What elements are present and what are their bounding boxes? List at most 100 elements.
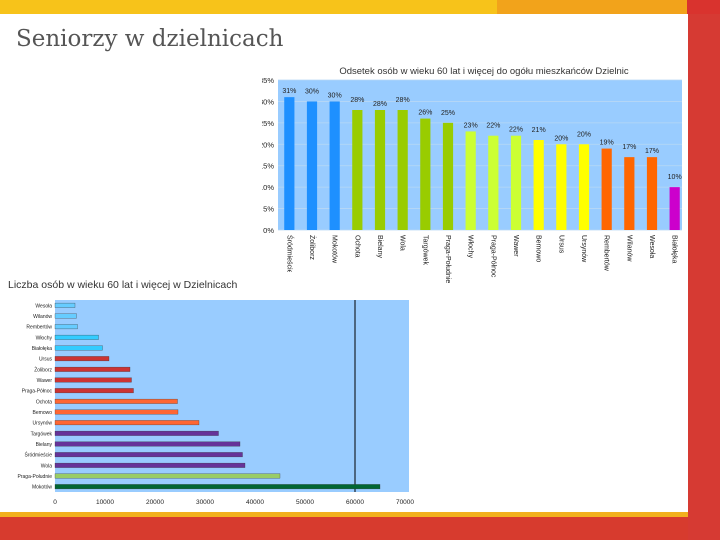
chart1-category-label: Targówek bbox=[421, 235, 428, 265]
chart1-category-label: Praga-Północ bbox=[489, 235, 496, 278]
chart2-x-tick-label: 20000 bbox=[146, 499, 164, 506]
chart2-bar bbox=[54, 409, 179, 415]
chart2-bar bbox=[54, 462, 246, 468]
chart2-category-label: Wilanów bbox=[33, 314, 52, 320]
chart2-category-label: Praga-Północ bbox=[22, 389, 53, 395]
chart1-y-tick-label: 25% bbox=[262, 119, 274, 128]
chart1-y-tick-label: 20% bbox=[262, 140, 274, 149]
chart1-plot-area bbox=[278, 80, 682, 230]
chart1-bar bbox=[488, 135, 499, 230]
slide-title: Seniorzy w dzielnicach bbox=[16, 26, 284, 52]
chart2-x-tick-label: 40000 bbox=[246, 499, 264, 506]
chart1-category-label: Białołęka bbox=[671, 235, 678, 264]
chart1-bar bbox=[465, 131, 476, 230]
chart2-x-tick-label: 60000 bbox=[346, 499, 364, 506]
chart2-category-label: Bielany bbox=[36, 442, 53, 448]
chart2-category-label: Włochy bbox=[36, 335, 53, 341]
chart2-category-label: Rembertów bbox=[26, 325, 52, 331]
chart1-bar bbox=[284, 97, 295, 230]
chart2-bar bbox=[54, 345, 103, 351]
chart1-bar bbox=[556, 144, 567, 230]
chart1-category-label: Śródmieście bbox=[285, 235, 294, 274]
bottom-accent-strip bbox=[0, 512, 688, 517]
chart1-bar bbox=[533, 140, 544, 230]
chart2-bar bbox=[54, 324, 78, 330]
chart1-data-label: 10% bbox=[668, 174, 682, 181]
bottom-accent-bar bbox=[0, 512, 688, 540]
chart2-bar bbox=[54, 302, 76, 308]
chart1-category-label: Wesoła bbox=[648, 235, 655, 258]
chart1-bar bbox=[510, 135, 522, 230]
chart1-y-tick-label: 15% bbox=[262, 162, 274, 171]
chart1-bar bbox=[646, 157, 658, 230]
chart1-category-label: Mokotów bbox=[331, 235, 338, 264]
chart1-y-tick-label: 5% bbox=[263, 205, 274, 214]
chart2-bar bbox=[54, 356, 110, 362]
chart1-bar bbox=[624, 157, 635, 230]
chart2-category-label: Białołęka bbox=[32, 346, 53, 352]
chart1-category-label: Bielany bbox=[376, 235, 383, 258]
top-accent-bar bbox=[0, 0, 720, 14]
chart2-category-label: Wesoła bbox=[35, 303, 52, 309]
chart1-data-label: 28% bbox=[396, 97, 410, 104]
chart1-bar bbox=[329, 101, 340, 230]
chart2-bar bbox=[54, 430, 219, 436]
chart2-bar bbox=[54, 334, 99, 340]
chart1-category-label: Wawer bbox=[512, 235, 519, 257]
chart1-category-label: Włochy bbox=[467, 235, 474, 258]
chart1-category-label: Rembertów bbox=[603, 235, 610, 272]
chart2-bar bbox=[54, 377, 132, 383]
right-accent-bar bbox=[688, 14, 720, 540]
chart1-bar bbox=[306, 101, 318, 230]
chart2-category-label: Ursynów bbox=[33, 421, 53, 427]
chart2-category-label: Żoliborz bbox=[34, 366, 52, 373]
chart2-category-label: Targówek bbox=[31, 431, 53, 437]
chart1-category-label: Ochota bbox=[353, 235, 360, 258]
chart2-bar bbox=[54, 388, 134, 394]
chart2-x-tick-label: 50000 bbox=[296, 499, 314, 506]
chart1-bar bbox=[352, 110, 363, 230]
top-accent-segment-orange bbox=[497, 0, 687, 14]
chart2-category-label: Praga-Południe bbox=[18, 474, 53, 480]
chart1-y-tick-label: 30% bbox=[262, 97, 274, 106]
chart2-plot-area bbox=[55, 300, 409, 492]
chart2-bar bbox=[54, 398, 178, 404]
chart1-bar bbox=[601, 148, 612, 230]
chart1-data-label: 17% bbox=[622, 144, 636, 151]
chart1-bar bbox=[578, 144, 590, 230]
chart2-bar bbox=[54, 420, 200, 426]
chart1-data-label: 25% bbox=[441, 110, 455, 117]
chart2-category-label: Wola bbox=[41, 463, 53, 469]
chart1-data-label: 17% bbox=[645, 148, 659, 155]
chart1-data-label: 20% bbox=[554, 135, 568, 142]
chart2-x-tick-label: 10000 bbox=[96, 499, 114, 506]
chart2-category-label: Śródmieście bbox=[24, 451, 52, 459]
chart2-x-tick-label: 0 bbox=[53, 499, 57, 506]
chart1-bar bbox=[420, 118, 431, 230]
chart1-data-label: 31% bbox=[282, 88, 296, 95]
chart1-data-label: 26% bbox=[418, 110, 432, 117]
percentage-bar-chart: Odsetek osób w wieku 60 lat i więcej do … bbox=[262, 58, 682, 298]
chart1-bar bbox=[669, 187, 680, 230]
chart2-bar bbox=[54, 484, 381, 490]
chart1-y-tick-label: 35% bbox=[262, 76, 274, 85]
chart1-y-tick-label: 10% bbox=[262, 183, 274, 192]
chart1-category-label: Żoliborz bbox=[308, 235, 317, 260]
chart1-bar bbox=[442, 122, 454, 230]
chart1-data-label: 22% bbox=[509, 127, 523, 134]
chart2-category-label: Ochota bbox=[36, 399, 52, 405]
chart2-category-label: Ursus bbox=[39, 357, 53, 363]
chart1-category-label: Wola bbox=[399, 235, 406, 251]
chart2-bar bbox=[54, 441, 241, 447]
chart2-category-label: Wawer bbox=[37, 378, 53, 384]
chart2-x-tick-label: 70000 bbox=[396, 499, 414, 506]
chart2-x-tick-label: 30000 bbox=[196, 499, 214, 506]
chart1-data-label: 30% bbox=[305, 88, 319, 95]
chart1-category-label: Wilanów bbox=[625, 235, 632, 262]
chart2-bar bbox=[54, 452, 243, 458]
chart2-category-label: Bemowo bbox=[33, 410, 53, 416]
chart1-data-label: 20% bbox=[577, 131, 591, 138]
chart1-data-label: 23% bbox=[464, 122, 478, 129]
chart1-data-label: 19% bbox=[600, 140, 614, 147]
chart2-bar bbox=[54, 473, 281, 479]
